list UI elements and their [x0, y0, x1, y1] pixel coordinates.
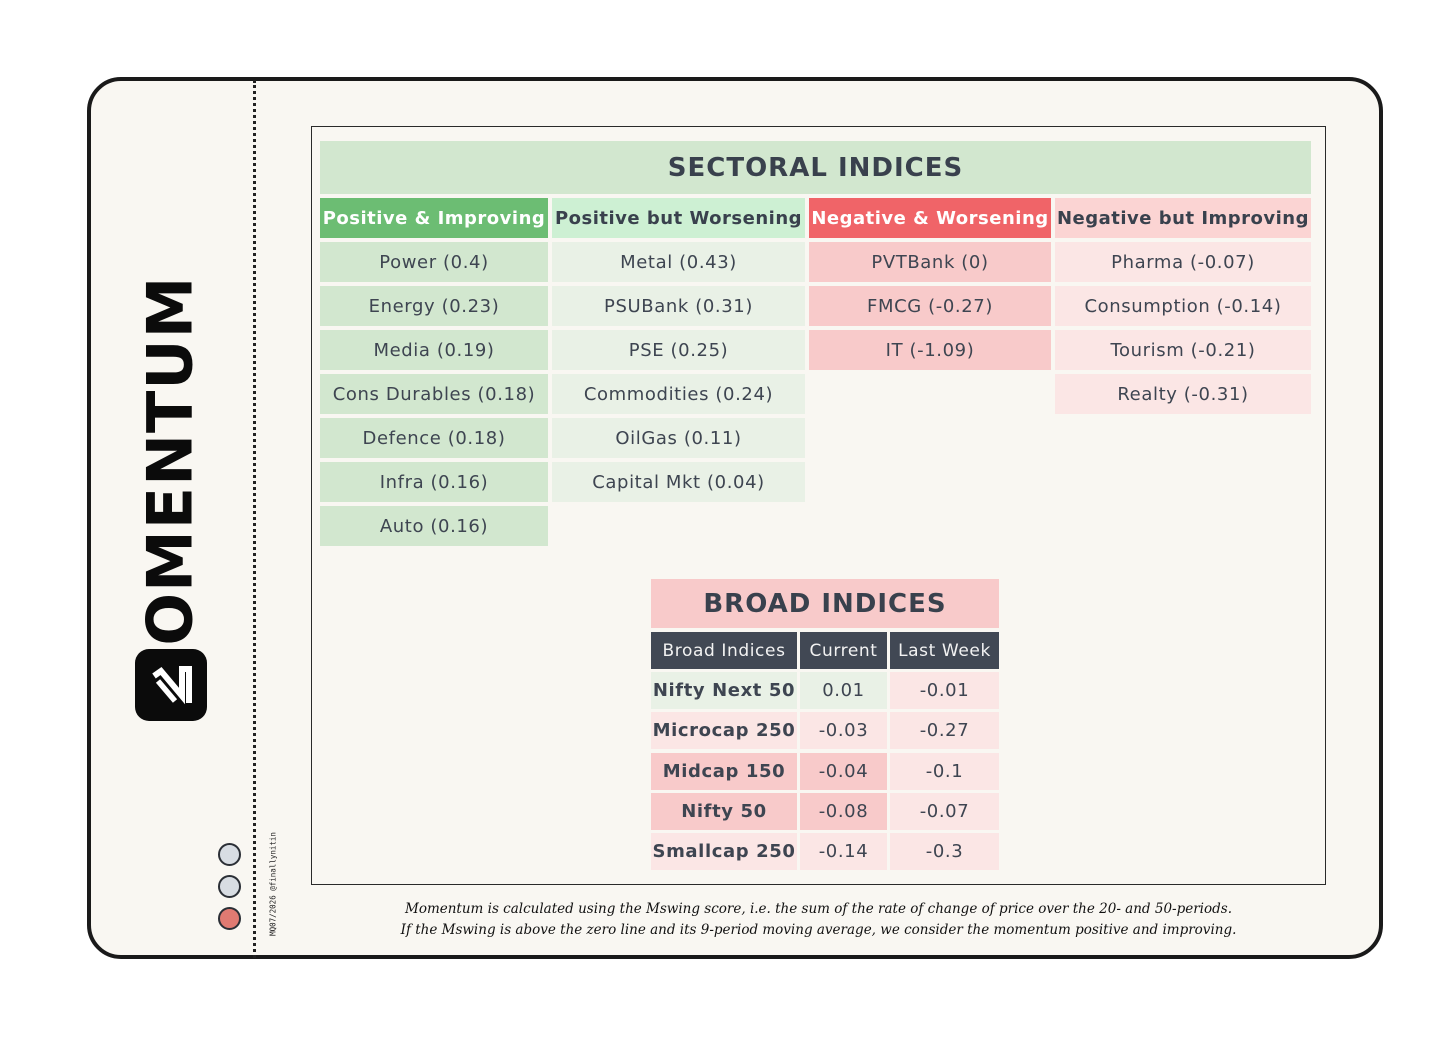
broad-header-0: Broad Indices: [651, 632, 797, 669]
sector-cell: FMCG (-0.27): [809, 286, 1051, 326]
sectoral-title: SECTORAL INDICES: [320, 141, 1311, 194]
footnote-line-1: Momentum is calculated using the Mswing …: [405, 901, 1232, 917]
footnote: Momentum is calculated using the Mswing …: [310, 899, 1327, 941]
sector-cell: Auto (0.16): [320, 506, 548, 546]
sector-cell: Cons Durables (0.18): [320, 374, 548, 414]
broad-current-value: -0.14: [800, 833, 887, 871]
legend-dot-grey: [218, 843, 241, 866]
broad-current-value: 0.01: [800, 672, 887, 709]
broad-index-name: Smallcap 250: [651, 833, 797, 871]
legend-dot-red: [218, 907, 241, 930]
indices-frame: [311, 126, 1326, 885]
sector-cell: Media (0.19): [320, 330, 548, 370]
sectoral-header-0: Positive & Improving: [320, 198, 548, 238]
broad-header-2: Last Week: [890, 632, 999, 669]
broad-current-value: -0.08: [800, 792, 887, 830]
sector-cell: Metal (0.43): [552, 242, 805, 282]
sector-cell: Infra (0.16): [320, 462, 548, 502]
sector-cell: Tourism (-0.21): [1055, 330, 1311, 370]
broad-current-value: -0.03: [800, 712, 887, 750]
broad-last-week-value: -0.01: [890, 672, 999, 709]
legend-dot-grey: [218, 875, 241, 898]
sector-cell: Commodities (0.24): [552, 374, 805, 414]
sector-cell: Defence (0.18): [320, 418, 548, 458]
sectoral-header-3: Negative but Improving: [1055, 198, 1311, 238]
broad-last-week-value: -0.07: [890, 792, 999, 830]
broad-current-value: -0.04: [800, 752, 887, 790]
broad-index-name: Midcap 150: [651, 752, 797, 790]
sector-cell: PSE (0.25): [552, 330, 805, 370]
sector-cell: OilGas (0.11): [552, 418, 805, 458]
sector-cell: Realty (-0.31): [1055, 374, 1311, 414]
sector-cell: PVTBank (0): [809, 242, 1051, 282]
sector-cell: IT (-1.09): [809, 330, 1051, 370]
brand-title: MOMENTUM: [133, 275, 207, 709]
broad-last-week-value: -0.1: [890, 752, 999, 790]
credit-text: MQ07/2026 @finallynitin: [268, 832, 278, 936]
sectoral-header-1: Positive but Worsening: [552, 198, 805, 238]
sector-cell: Capital Mkt (0.04): [552, 462, 805, 502]
broad-last-week-value: -0.3: [890, 833, 999, 871]
sector-cell: Consumption (-0.14): [1055, 286, 1311, 326]
momentum-logo-icon: [135, 649, 207, 721]
broad-last-week-value: -0.27: [890, 712, 999, 750]
broad-title: BROAD INDICES: [651, 579, 999, 628]
sector-cell: Energy (0.23): [320, 286, 548, 326]
broad-index-name: Nifty 50: [651, 792, 797, 830]
broad-header-1: Current: [800, 632, 887, 669]
sectoral-header-2: Negative & Worsening: [809, 198, 1051, 238]
sector-cell: PSUBank (0.31): [552, 286, 805, 326]
dotted-divider: [253, 80, 256, 958]
footnote-line-2: If the Mswing is above the zero line and…: [400, 922, 1237, 938]
broad-index-name: Microcap 250: [651, 712, 797, 750]
sector-cell: Pharma (-0.07): [1055, 242, 1311, 282]
sector-cell: Power (0.4): [320, 242, 548, 282]
broad-index-name: Nifty Next 50: [651, 672, 797, 709]
